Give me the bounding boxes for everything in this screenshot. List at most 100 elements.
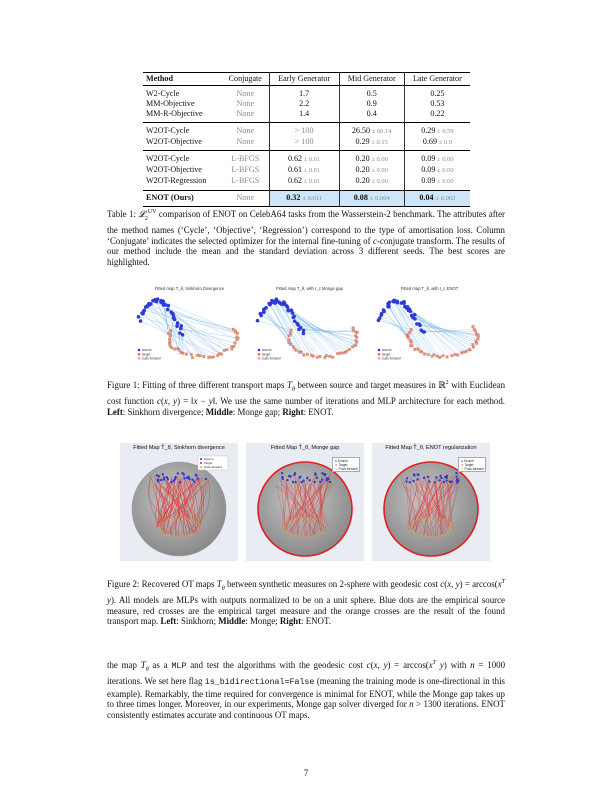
pushforward-point <box>348 347 351 350</box>
pushforward-point <box>290 331 293 334</box>
target-cross: × <box>292 533 295 537</box>
source-point <box>175 321 180 325</box>
figure2-caption-label: Figure 2: <box>107 578 140 589</box>
source-point <box>159 478 163 482</box>
target-cross: × <box>285 522 288 526</box>
pushforward-point <box>353 334 356 337</box>
figure1-panel-sinkhorn: Fitted map T_θ, Sinkhorn Divergence sour… <box>133 286 246 364</box>
target-cross: × <box>414 519 417 523</box>
source-point <box>262 310 266 315</box>
cell-method: W2OT-Objective <box>146 136 202 146</box>
cell-method: W2OT-Objective <box>146 165 202 175</box>
source-point <box>404 306 409 310</box>
pushforward-point <box>475 343 478 346</box>
target-cross: × <box>169 534 172 538</box>
target-cross: × <box>286 521 289 525</box>
pushforward-point <box>220 352 223 355</box>
target-cross: × <box>307 515 310 519</box>
pushforward-point <box>233 345 236 348</box>
cell-method: W2OT-Regression <box>146 176 207 186</box>
target-cross: × <box>187 534 190 538</box>
target-cross: × <box>449 528 452 532</box>
pushforward-point <box>472 327 475 330</box>
table-header-row: Method Conjugate Early Generator Mid Gen… <box>143 72 470 86</box>
source-point <box>173 478 177 481</box>
target-cross: × <box>284 527 287 531</box>
source-point <box>175 324 179 328</box>
target-cross: × <box>424 516 427 520</box>
source-point <box>191 478 194 481</box>
source-point <box>291 315 296 320</box>
source-point <box>405 480 408 483</box>
source-point <box>323 473 326 476</box>
target-cross: × <box>442 533 445 537</box>
source-point <box>264 305 268 310</box>
source-point <box>402 301 406 305</box>
target-cross: × <box>433 535 436 539</box>
source-point <box>445 474 449 478</box>
pushforward-point <box>431 354 434 357</box>
pushforward-point <box>353 330 356 333</box>
target-cross: × <box>324 527 327 531</box>
pushforward-point <box>168 343 171 346</box>
target-cross: × <box>284 524 287 528</box>
cell-method: W2OT-Cycle <box>146 154 190 164</box>
pushforward-point <box>475 334 478 337</box>
target-cross: × <box>450 527 453 531</box>
target-cross: × <box>412 521 415 525</box>
source-point <box>321 478 324 481</box>
source-point <box>291 480 295 484</box>
source-point <box>302 479 305 482</box>
cell-conjugate: None <box>236 125 255 135</box>
source-point <box>138 319 143 323</box>
cell-mid: 0.08 ± 0.004 <box>338 190 405 207</box>
cell-mid: 0.20 ± 0.00 <box>338 176 405 191</box>
cell-method: MM-Objective <box>146 98 195 108</box>
pushforward-point <box>332 356 335 359</box>
source-point <box>286 308 291 313</box>
pushforward-point <box>421 351 424 354</box>
target-cross: × <box>446 531 449 535</box>
target-cross: × <box>194 531 197 535</box>
cell-late: 0.29 ± 0.59 <box>403 122 470 137</box>
target-cross: × <box>323 522 326 526</box>
target-cross: × <box>162 531 165 535</box>
table-row: W2-Cycle None 1.7 0.5 0.25 <box>143 85 470 99</box>
cell-late: 0.04 ± 0.002 <box>403 190 470 207</box>
source-point <box>428 480 431 483</box>
pushforward-point <box>344 352 347 355</box>
source-point <box>315 476 319 479</box>
table-row: W2OT-Objective None > 100 0.29 ± 0.15 0.69 ±… <box>143 136 470 151</box>
target-cross: × <box>198 525 201 529</box>
pushforward-point <box>288 338 291 341</box>
target-cross: × <box>436 516 439 520</box>
table-caption-label: Table 1: <box>107 208 136 219</box>
source-point <box>286 478 289 482</box>
pushforward-point <box>424 353 427 356</box>
table-caption: Table 1: 𝓛2UV comparison of ENOT on Cele… <box>107 207 505 268</box>
source-point <box>183 476 186 480</box>
pushforward-point <box>199 355 202 358</box>
target-cross: × <box>172 535 175 539</box>
cell-early: 0.62 ± 0.01 <box>268 150 340 166</box>
pushforward-point <box>436 355 439 358</box>
table-group-ours: ENOT (Ours) None 0.32 ± 0.011 0.08 ± 0.0… <box>143 190 470 207</box>
source-point <box>165 476 169 479</box>
table-row: MM-Objective None 2.2 0.9 0.53 <box>143 98 470 109</box>
header-method: Method <box>146 74 173 83</box>
source-point <box>180 333 185 337</box>
source-point <box>448 480 452 483</box>
source-point <box>433 481 436 484</box>
target-cross: × <box>284 525 287 529</box>
cell-conjugate: None <box>236 193 255 203</box>
pushforward-point <box>185 352 188 355</box>
pushforward-point <box>287 334 290 337</box>
geodesic-lines <box>275 474 334 537</box>
target-cross: × <box>159 528 162 532</box>
cell-conjugate: None <box>236 98 255 108</box>
cell-mid: 0.5 <box>338 85 405 99</box>
